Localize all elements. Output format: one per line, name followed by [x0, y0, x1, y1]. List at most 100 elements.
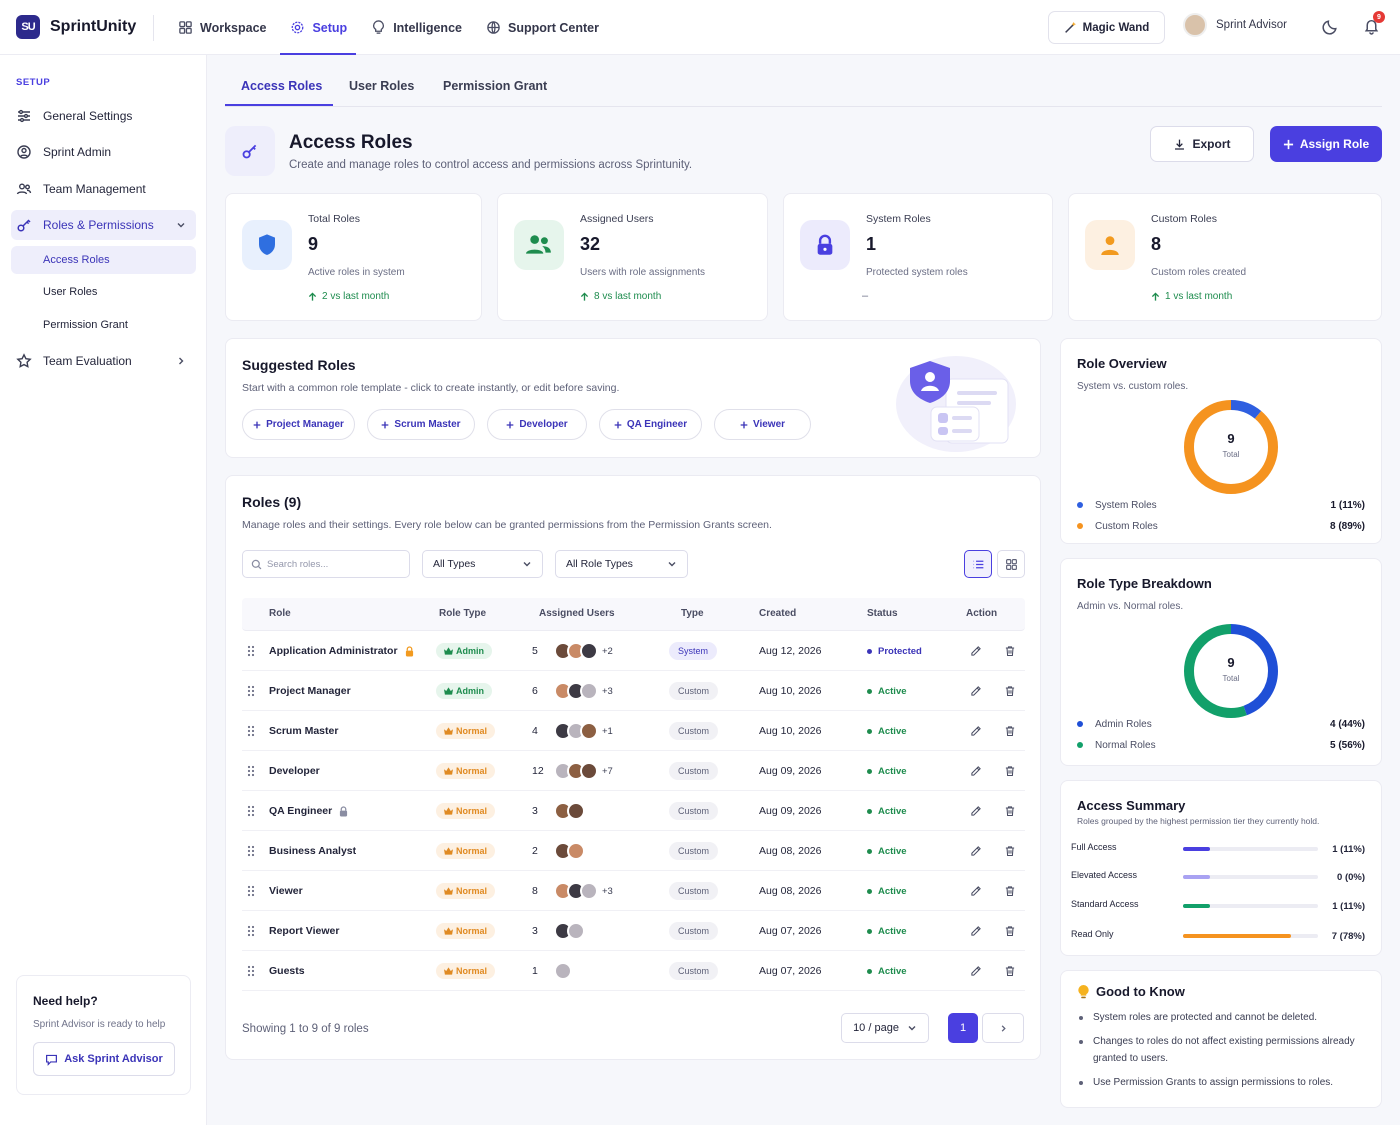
- delete-button[interactable]: [1004, 871, 1016, 911]
- delete-button[interactable]: [1004, 831, 1016, 871]
- role-name[interactable]: Developer: [269, 765, 320, 777]
- assigned-avatars[interactable]: [554, 791, 589, 831]
- role-name[interactable]: Viewer: [269, 885, 303, 897]
- sidebar-subitem-user-roles[interactable]: User Roles: [43, 286, 98, 298]
- table-row[interactable]: Developer Normal 12 +7 Custom Aug 09, 2026 Act…: [242, 751, 1025, 791]
- drag-handle-icon[interactable]: [247, 725, 255, 737]
- assigned-avatars[interactable]: [554, 831, 589, 871]
- table-row[interactable]: Scrum Master Normal 4 +1 Custom Aug 10, 2026 A…: [242, 711, 1025, 751]
- nav-setup[interactable]: Setup: [280, 0, 358, 55]
- sidebar-item-team-evaluation[interactable]: Team Evaluation: [11, 346, 196, 376]
- search-input[interactable]: [267, 558, 397, 570]
- edit-button[interactable]: [970, 911, 982, 951]
- grid-view-button[interactable]: [997, 550, 1025, 578]
- suggested-chip-viewer[interactable]: Viewer: [714, 409, 811, 440]
- assigned-avatars[interactable]: +3: [554, 671, 613, 711]
- assigned-avatars[interactable]: [554, 951, 576, 991]
- delete-button[interactable]: [1004, 791, 1016, 831]
- role-name[interactable]: Scrum Master: [269, 725, 339, 737]
- type-filter-select[interactable]: All Types: [422, 550, 543, 578]
- column-header-created[interactable]: Created: [759, 608, 797, 619]
- delete-button[interactable]: [1004, 911, 1016, 951]
- edit-button[interactable]: [970, 831, 982, 871]
- user-menu[interactable]: Sprint Advisor: [1183, 13, 1287, 37]
- edit-button[interactable]: [970, 711, 982, 751]
- export-button[interactable]: Export: [1150, 126, 1254, 162]
- legend-custom-roles: Custom Roles 8 (89%): [1077, 519, 1365, 533]
- sidebar-item-sprint-admin[interactable]: Sprint Admin: [11, 137, 196, 167]
- page-button-current[interactable]: 1: [948, 1013, 978, 1043]
- column-header-type[interactable]: Type: [681, 608, 704, 619]
- edit-button[interactable]: [970, 631, 982, 671]
- drag-handle-icon[interactable]: [247, 685, 255, 697]
- suggested-chip-developer[interactable]: Developer: [487, 409, 587, 440]
- role-type-filter-select[interactable]: All Role Types: [555, 550, 688, 578]
- drag-handle-icon[interactable]: [247, 765, 255, 777]
- edit-button[interactable]: [970, 751, 982, 791]
- table-row[interactable]: Report Viewer Normal 3 Custom Aug 07, 2026 Ac…: [242, 911, 1025, 951]
- delete-button[interactable]: [1004, 631, 1016, 671]
- tab-user-roles[interactable]: User Roles: [349, 79, 415, 93]
- table-row[interactable]: Guests Normal 1 Custom Aug 07, 2026 Active: [242, 951, 1025, 991]
- sidebar-item-team-management[interactable]: Team Management: [11, 174, 196, 204]
- assigned-avatars[interactable]: +7: [554, 751, 613, 791]
- edit-button[interactable]: [970, 671, 982, 711]
- role-name[interactable]: Guests: [269, 965, 305, 977]
- role-name[interactable]: Business Analyst: [269, 845, 357, 857]
- table-row[interactable]: Application Administrator Admin 5 +2 System A…: [242, 631, 1025, 671]
- tab-access-roles[interactable]: Access Roles: [241, 79, 323, 93]
- list-view-button[interactable]: [964, 550, 992, 578]
- sidebar-subitem-permission-grant[interactable]: Permission Grant: [43, 319, 128, 331]
- magic-wand-button[interactable]: Magic Wand: [1048, 11, 1165, 44]
- drag-handle-icon[interactable]: [247, 885, 255, 897]
- nav-support-center[interactable]: Support Center: [486, 0, 610, 55]
- table-row[interactable]: QA Engineer Normal 3 Custom Aug 09, 2026 Acti…: [242, 791, 1025, 831]
- next-page-button[interactable]: [982, 1013, 1024, 1043]
- edit-button[interactable]: [970, 791, 982, 831]
- notifications-button[interactable]: 9: [1363, 11, 1385, 35]
- role-name[interactable]: Project Manager: [269, 685, 351, 697]
- sidebar-item-roles-permissions[interactable]: Roles & Permissions: [11, 210, 196, 240]
- delete-button[interactable]: [1004, 711, 1016, 751]
- column-header-role[interactable]: Role: [269, 608, 291, 619]
- delete-button[interactable]: [1004, 671, 1016, 711]
- drag-handle-icon[interactable]: [247, 965, 255, 977]
- assign-role-button[interactable]: Assign Role: [1270, 126, 1382, 162]
- ask-sprint-advisor-button[interactable]: Ask Sprint Advisor: [33, 1042, 175, 1076]
- type-cell: System: [669, 631, 718, 671]
- page-size-select[interactable]: 10 / page: [841, 1013, 929, 1043]
- app-logo[interactable]: SU SprintUnity: [16, 15, 136, 39]
- drag-handle-icon[interactable]: [247, 645, 255, 657]
- assigned-avatars[interactable]: +1: [554, 711, 613, 751]
- table-row[interactable]: Viewer Normal 8 +3 Custom Aug 08, 2026 Active: [242, 871, 1025, 911]
- theme-toggle[interactable]: [1322, 18, 1339, 35]
- column-header-assigned-users[interactable]: Assigned Users: [539, 608, 615, 619]
- drag-handle-icon[interactable]: [247, 925, 255, 937]
- column-header-role-type[interactable]: Role Type: [439, 608, 487, 619]
- role-name[interactable]: Application Administrator: [269, 645, 398, 657]
- edit-button[interactable]: [970, 871, 982, 911]
- suggested-chip-qa-engineer[interactable]: QA Engineer: [599, 409, 702, 440]
- table-row[interactable]: Project Manager Admin 6 +3 Custom Aug 10, 202…: [242, 671, 1025, 711]
- lightbulb-icon: [1078, 985, 1089, 999]
- drag-handle-icon[interactable]: [247, 805, 255, 817]
- delete-button[interactable]: [1004, 951, 1016, 991]
- assigned-avatars[interactable]: +3: [554, 871, 613, 911]
- suggested-chip-scrum-master[interactable]: Scrum Master: [367, 409, 475, 440]
- drag-handle-icon[interactable]: [247, 845, 255, 857]
- table-row[interactable]: Business Analyst Normal 2 Custom Aug 08, 202…: [242, 831, 1025, 871]
- nav-intelligence[interactable]: Intelligence: [371, 0, 473, 55]
- sidebar-item-general-settings[interactable]: General Settings: [11, 101, 196, 131]
- nav-workspace[interactable]: Workspace: [178, 0, 277, 55]
- tab-permission-grant[interactable]: Permission Grant: [443, 79, 548, 93]
- assigned-avatars[interactable]: [554, 911, 589, 951]
- role-name[interactable]: QA Engineer: [269, 805, 333, 817]
- column-header-status[interactable]: Status: [867, 608, 898, 619]
- suggested-chip-project-manager[interactable]: Project Manager: [242, 409, 355, 440]
- sidebar-subitem-access-roles[interactable]: Access Roles: [11, 246, 196, 274]
- assigned-avatars[interactable]: +2: [554, 631, 613, 671]
- access-bar-fill: [1183, 875, 1210, 879]
- role-name[interactable]: Report Viewer: [269, 925, 340, 937]
- edit-button[interactable]: [970, 951, 982, 991]
- delete-button[interactable]: [1004, 751, 1016, 791]
